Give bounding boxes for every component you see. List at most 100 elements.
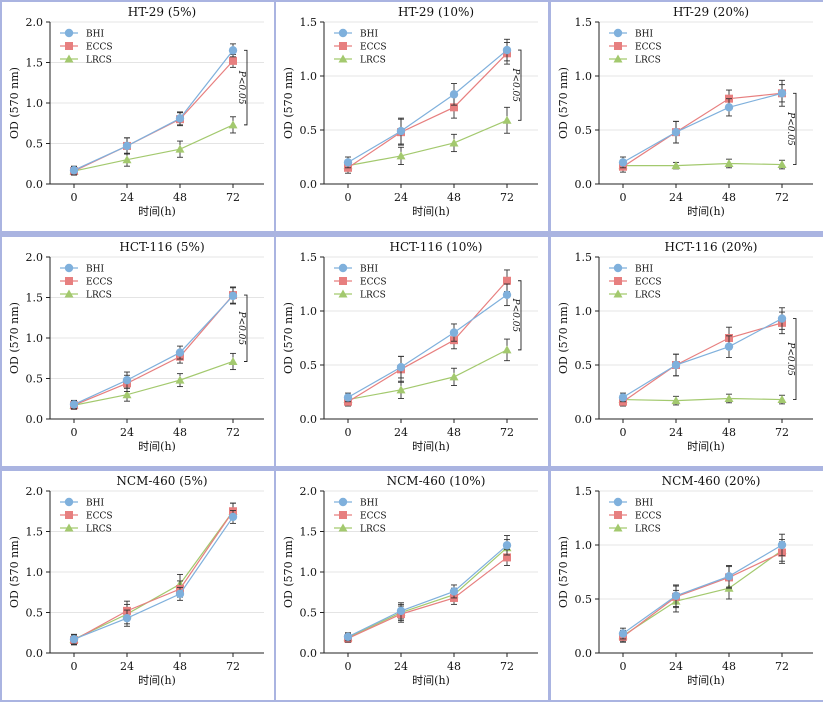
- y-tick-label: 0.0: [300, 647, 318, 660]
- data-point: [503, 276, 511, 285]
- series-line: [347, 294, 508, 398]
- legend-marker: [338, 28, 348, 38]
- legend-label: LRCS: [360, 525, 386, 535]
- chart-svg: NCM-460 (10%) 0.0 0.5 1.0 1.5 2.0 0 24 48 72 时间(h)…: [282, 474, 538, 687]
- legend-label: LRCS: [86, 291, 112, 301]
- y-tick-label: 1.5: [26, 57, 44, 70]
- data-point: [228, 120, 238, 129]
- data-point: [343, 393, 353, 402]
- data-point: [175, 375, 185, 384]
- data-point: [122, 375, 132, 385]
- y-tick-label: 0.5: [26, 607, 44, 620]
- y-tick-label: 1.0: [575, 70, 593, 83]
- y-axis-label: OD (570 nm): [282, 536, 295, 608]
- x-axis-label: 时间(h): [687, 674, 725, 687]
- data-point: [175, 348, 185, 357]
- data-point: [228, 356, 238, 365]
- data-point: [777, 395, 787, 404]
- significance-bracket: P<0.05: [236, 49, 248, 126]
- series-line: [347, 119, 508, 167]
- x-tick-label: 24: [669, 426, 683, 439]
- x-axis-label: 时间(h): [687, 440, 725, 453]
- x-tick-label: 24: [669, 191, 683, 204]
- data-point: [671, 161, 681, 170]
- y-axis-label: OD (570 nm): [8, 67, 21, 139]
- series-line: [73, 49, 234, 171]
- legend-label: ECCS: [635, 278, 662, 288]
- data-point: [396, 606, 406, 616]
- series-bhi: [618, 84, 787, 169]
- y-tick-label: 0.5: [575, 124, 593, 137]
- chart-svg: HT-29 (5%) 0.0 0.5 1.0 1.5 2.0 0 24 48 72 时间(h) OD …: [8, 5, 264, 218]
- data-point: [449, 372, 459, 381]
- bracket-line: [793, 318, 797, 401]
- significance-label: P<0.05: [510, 67, 520, 102]
- y-tick-label: 1.0: [300, 70, 318, 83]
- data-point: [122, 390, 132, 399]
- legend-label: BHI: [360, 30, 378, 40]
- series-eccs: [70, 286, 237, 410]
- series-bhi: [618, 307, 787, 403]
- y-tick-label: 0.5: [575, 593, 593, 606]
- chart-svg: HCT-116 (10%) 0.0 0.5 1.0 1.5 0 24 48 72 时间(h) OD …: [282, 240, 538, 453]
- data-point: [122, 155, 132, 164]
- y-tick-label: 1.0: [575, 539, 593, 552]
- data-point: [69, 635, 79, 644]
- series-line: [622, 318, 783, 398]
- x-tick-label: 48: [447, 426, 461, 439]
- chart-svg: HT-29 (20%) 0.0 0.5 1.0 1.5 0 24 48 72 时间(h) OD (5…: [557, 5, 813, 218]
- x-tick-label: 72: [500, 426, 514, 439]
- y-tick-label: 1.5: [26, 292, 44, 305]
- legend-marker: [64, 263, 74, 273]
- data-point: [396, 151, 406, 160]
- legend-label: LRCS: [360, 291, 386, 301]
- x-tick-label: 72: [500, 191, 514, 204]
- legend-marker: [613, 497, 623, 507]
- legend-marker: [339, 511, 347, 519]
- legend-marker: [64, 289, 74, 298]
- legend-marker: [65, 511, 73, 519]
- data-point: [671, 127, 681, 137]
- legend-label: BHI: [635, 30, 653, 40]
- data-point: [175, 114, 185, 123]
- significance-label: P<0.05: [236, 310, 246, 345]
- series-line: [73, 510, 234, 641]
- data-point: [724, 103, 734, 112]
- data-point: [671, 591, 681, 600]
- x-tick-label: 72: [226, 191, 240, 204]
- series-line: [73, 516, 234, 640]
- x-tick-label: 0: [620, 191, 627, 204]
- y-tick-label: 0.0: [26, 647, 44, 660]
- data-point: [449, 90, 459, 99]
- series-bhi: [69, 43, 238, 175]
- legend-label: LRCS: [86, 525, 112, 535]
- legend-marker: [614, 511, 622, 519]
- series-bhi: [69, 509, 238, 645]
- chart-title: HCT-116 (5%): [119, 240, 204, 254]
- legend-label: ECCS: [635, 43, 662, 53]
- x-tick-label: 0: [71, 191, 78, 204]
- data-point: [671, 360, 681, 370]
- data-point: [502, 45, 512, 55]
- legend-marker: [65, 277, 73, 285]
- legend-label: BHI: [86, 499, 104, 509]
- data-point: [618, 629, 628, 638]
- x-axis-label: 时间(h): [412, 440, 450, 453]
- bracket-line: [244, 49, 248, 126]
- series-line: [623, 162, 783, 167]
- legend: BHI ECCS LRCS: [334, 497, 387, 535]
- legend-marker: [613, 28, 623, 38]
- bracket-line: [244, 294, 248, 362]
- data-point: [777, 160, 787, 169]
- legend: BHI ECCS LRCS: [334, 263, 387, 301]
- series-lrcs: [343, 106, 512, 172]
- chart-panel: HT-29 (5%) 0.0 0.5 1.0 1.5 2.0 0 24 48 72 时间(h) OD …: [2, 2, 274, 231]
- y-axis-label: OD (570 nm): [557, 536, 570, 608]
- y-tick-label: 0.5: [26, 373, 44, 386]
- series-line: [622, 549, 783, 637]
- legend-label: BHI: [635, 499, 653, 509]
- legend-label: BHI: [635, 265, 653, 275]
- y-tick-label: 1.5: [575, 485, 593, 498]
- legend-marker: [339, 277, 347, 285]
- series-line: [347, 544, 508, 638]
